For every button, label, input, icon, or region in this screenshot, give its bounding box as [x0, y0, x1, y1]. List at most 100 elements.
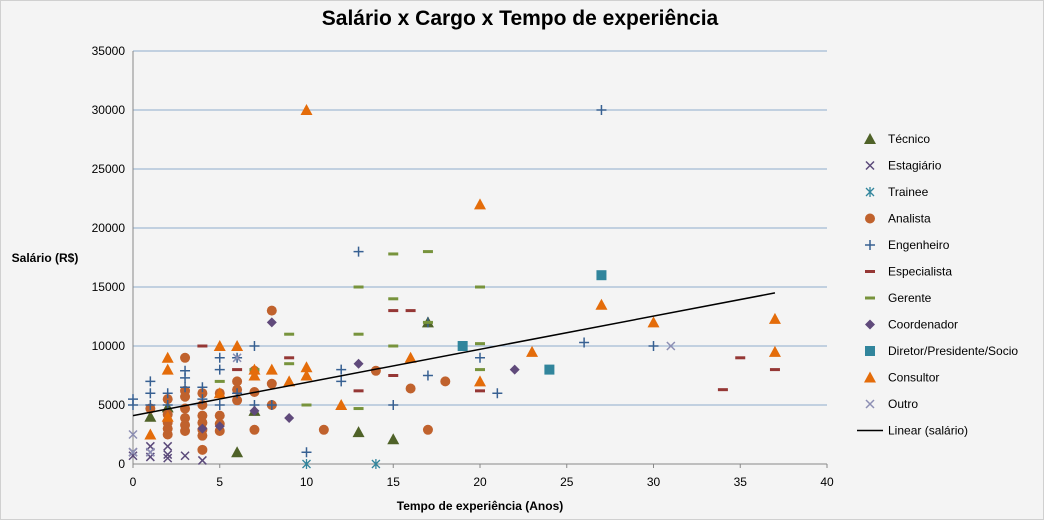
- data-point: [353, 358, 364, 369]
- legend-label: Gerente: [888, 291, 932, 305]
- y-tick-label: 15000: [92, 280, 126, 294]
- data-point: [526, 345, 539, 357]
- data-point: [388, 309, 399, 313]
- data-point: [266, 317, 277, 328]
- data-point: [265, 363, 278, 375]
- data-point: [284, 332, 295, 336]
- x-tick-label: 5: [216, 475, 223, 489]
- data-point: [353, 407, 364, 411]
- x-tick-label: 40: [820, 475, 834, 489]
- legend-label: Linear (salário): [888, 424, 968, 438]
- y-tick-label: 25000: [92, 162, 126, 176]
- data-point: [214, 410, 225, 421]
- y-axis-title: Salário (R$): [12, 251, 79, 265]
- data-point: [475, 352, 485, 363]
- legend-marker: [865, 160, 875, 171]
- data-point: [128, 429, 138, 440]
- data-point: [180, 412, 191, 423]
- data-point: [180, 382, 191, 393]
- data-point: [213, 340, 226, 351]
- data-point: [300, 104, 313, 115]
- data-point: [422, 250, 433, 254]
- data-point: [231, 446, 244, 458]
- data-point: [475, 285, 485, 289]
- data-point: [318, 424, 329, 435]
- legend-label: Coordenador: [888, 318, 958, 332]
- data-point: [353, 285, 364, 289]
- data-point: [197, 410, 208, 421]
- data-point: [214, 364, 225, 375]
- data-point: [128, 447, 138, 457]
- data-point: [301, 447, 312, 458]
- legend-label: Consultor: [888, 371, 939, 385]
- chart-title: Salário x Cargo x Tempo de experiência: [322, 7, 719, 30]
- legend-label: Diretor/Presidente/Socio: [888, 344, 1018, 358]
- data-point: [248, 369, 261, 381]
- legend-marker: [864, 133, 876, 144]
- data-point: [214, 400, 225, 410]
- data-point: [388, 344, 399, 348]
- data-point: [475, 389, 485, 393]
- x-tick-label: 15: [387, 475, 401, 489]
- data-point: [647, 316, 660, 328]
- legend-label: Outro: [888, 397, 918, 411]
- data-point: [197, 444, 208, 455]
- data-point: [370, 365, 381, 376]
- data-point: [404, 351, 417, 363]
- trendline-line: [132, 292, 776, 417]
- data-point: [161, 351, 174, 363]
- data-point: [301, 403, 312, 407]
- data-point: [474, 375, 486, 387]
- data-point: [266, 400, 277, 410]
- data-point: [353, 246, 364, 257]
- data-point: [128, 394, 138, 405]
- data-point: [248, 363, 261, 375]
- data-point: [197, 382, 208, 393]
- data-point: [422, 424, 433, 435]
- data-point: [163, 453, 173, 463]
- legend-label: Estagiário: [888, 159, 942, 173]
- data-point: [197, 388, 208, 399]
- data-point: [335, 399, 348, 410]
- x-tick-label: 20: [473, 475, 487, 489]
- x-tick-label: 30: [647, 475, 661, 489]
- data-point: [283, 375, 296, 387]
- data-point: [336, 364, 347, 375]
- data-point: [266, 305, 277, 316]
- data-point: [163, 450, 173, 460]
- data-point: [232, 376, 243, 387]
- data-point: [180, 420, 191, 431]
- data-point: [768, 312, 781, 324]
- data-point: [352, 426, 365, 438]
- legend-marker: [865, 270, 875, 273]
- legend-label: Especialista: [888, 265, 952, 279]
- data-point: [144, 428, 157, 440]
- data-point: [249, 424, 260, 435]
- data-point: [232, 388, 243, 399]
- x-axis-title: Tempo de experiência (Anos): [397, 499, 563, 513]
- data-point: [161, 363, 174, 375]
- data-point: [596, 105, 607, 115]
- data-point: [596, 270, 607, 281]
- data-point: [213, 387, 226, 399]
- x-tick-label: 35: [734, 475, 748, 489]
- gridlines: [133, 50, 827, 406]
- data-point: [353, 332, 364, 336]
- x-tick-label: 0: [130, 475, 137, 489]
- data-points: [128, 104, 781, 469]
- data-point: [371, 459, 381, 469]
- data-point: [302, 459, 311, 469]
- data-point: [388, 400, 399, 410]
- legend-marker: [865, 346, 875, 356]
- y-tick-label: 30000: [92, 103, 126, 117]
- data-point: [387, 433, 400, 445]
- data-point: [595, 298, 608, 310]
- data-point: [162, 394, 173, 405]
- trendline: [132, 292, 776, 417]
- data-point: [440, 376, 451, 387]
- y-tick-label: 35000: [92, 44, 126, 58]
- legend-marker: [865, 240, 875, 250]
- data-point: [422, 370, 433, 381]
- data-point: [197, 455, 207, 465]
- legend-marker: [865, 399, 875, 409]
